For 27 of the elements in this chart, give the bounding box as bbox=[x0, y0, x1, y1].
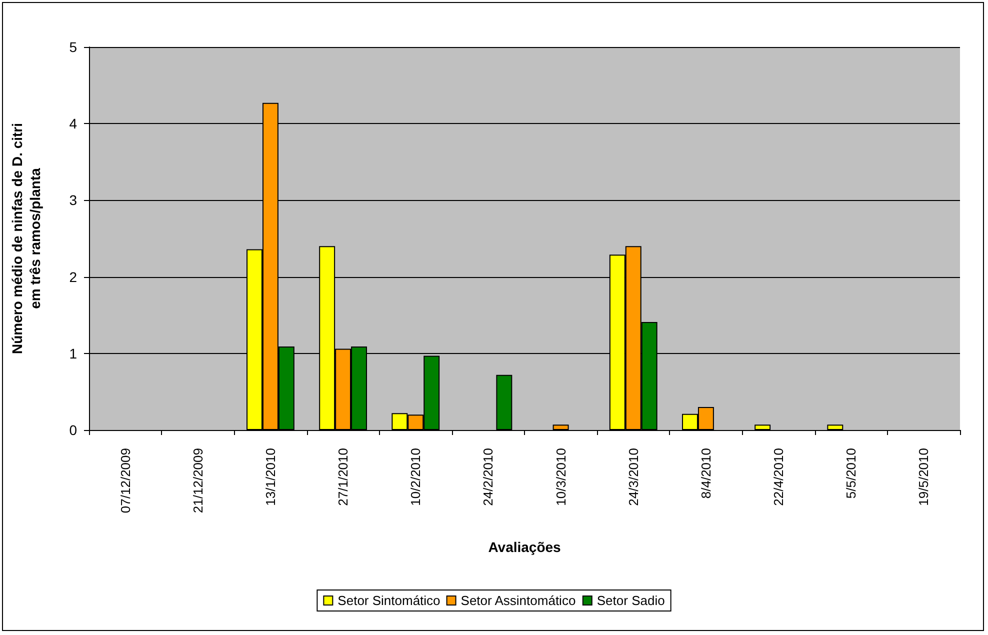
legend-label: Setor Assintomático bbox=[460, 593, 576, 608]
x-tick-label: 5/5/2010 bbox=[844, 448, 859, 499]
bar bbox=[496, 374, 512, 430]
x-tick-label: 19/5/2010 bbox=[916, 448, 932, 506]
x-tick-label: 27/1/2010 bbox=[336, 448, 351, 506]
x-tick-label: 24/2/2010 bbox=[480, 448, 496, 506]
x-tick-label: 24/3/2010 bbox=[626, 448, 641, 506]
x-tick-label: 07/12/2009 bbox=[118, 448, 133, 514]
x-tick-label: 10/2/2010 bbox=[408, 448, 424, 506]
y-tick-label: 1 bbox=[69, 345, 78, 362]
bar bbox=[552, 424, 569, 430]
bar bbox=[827, 424, 844, 430]
y-tick-label: 4 bbox=[69, 116, 78, 132]
x-axis-title: Avaliações bbox=[488, 539, 562, 555]
y-tick-label: 3 bbox=[69, 192, 78, 208]
legend-label: Setor Sadio bbox=[596, 593, 665, 608]
x-tick-label: 8/4/2010 bbox=[698, 448, 714, 499]
x-tick-label: 21/12/2009 bbox=[190, 448, 206, 514]
y-tick-label: 5 bbox=[69, 39, 78, 55]
legend-label: Setor Sintomático bbox=[338, 593, 440, 608]
y-tick-label: 0 bbox=[69, 422, 78, 438]
x-tick-label: 10/3/2010 bbox=[553, 448, 568, 506]
y-axis-title: Número médio de ninfas de D. citri em três ramos/planta bbox=[9, 122, 43, 354]
bar bbox=[754, 424, 771, 430]
x-tick-label: 13/1/2010 bbox=[262, 448, 278, 506]
x-tick-label: 22/4/2010 bbox=[771, 448, 786, 506]
y-tick-label: 2 bbox=[69, 268, 78, 285]
